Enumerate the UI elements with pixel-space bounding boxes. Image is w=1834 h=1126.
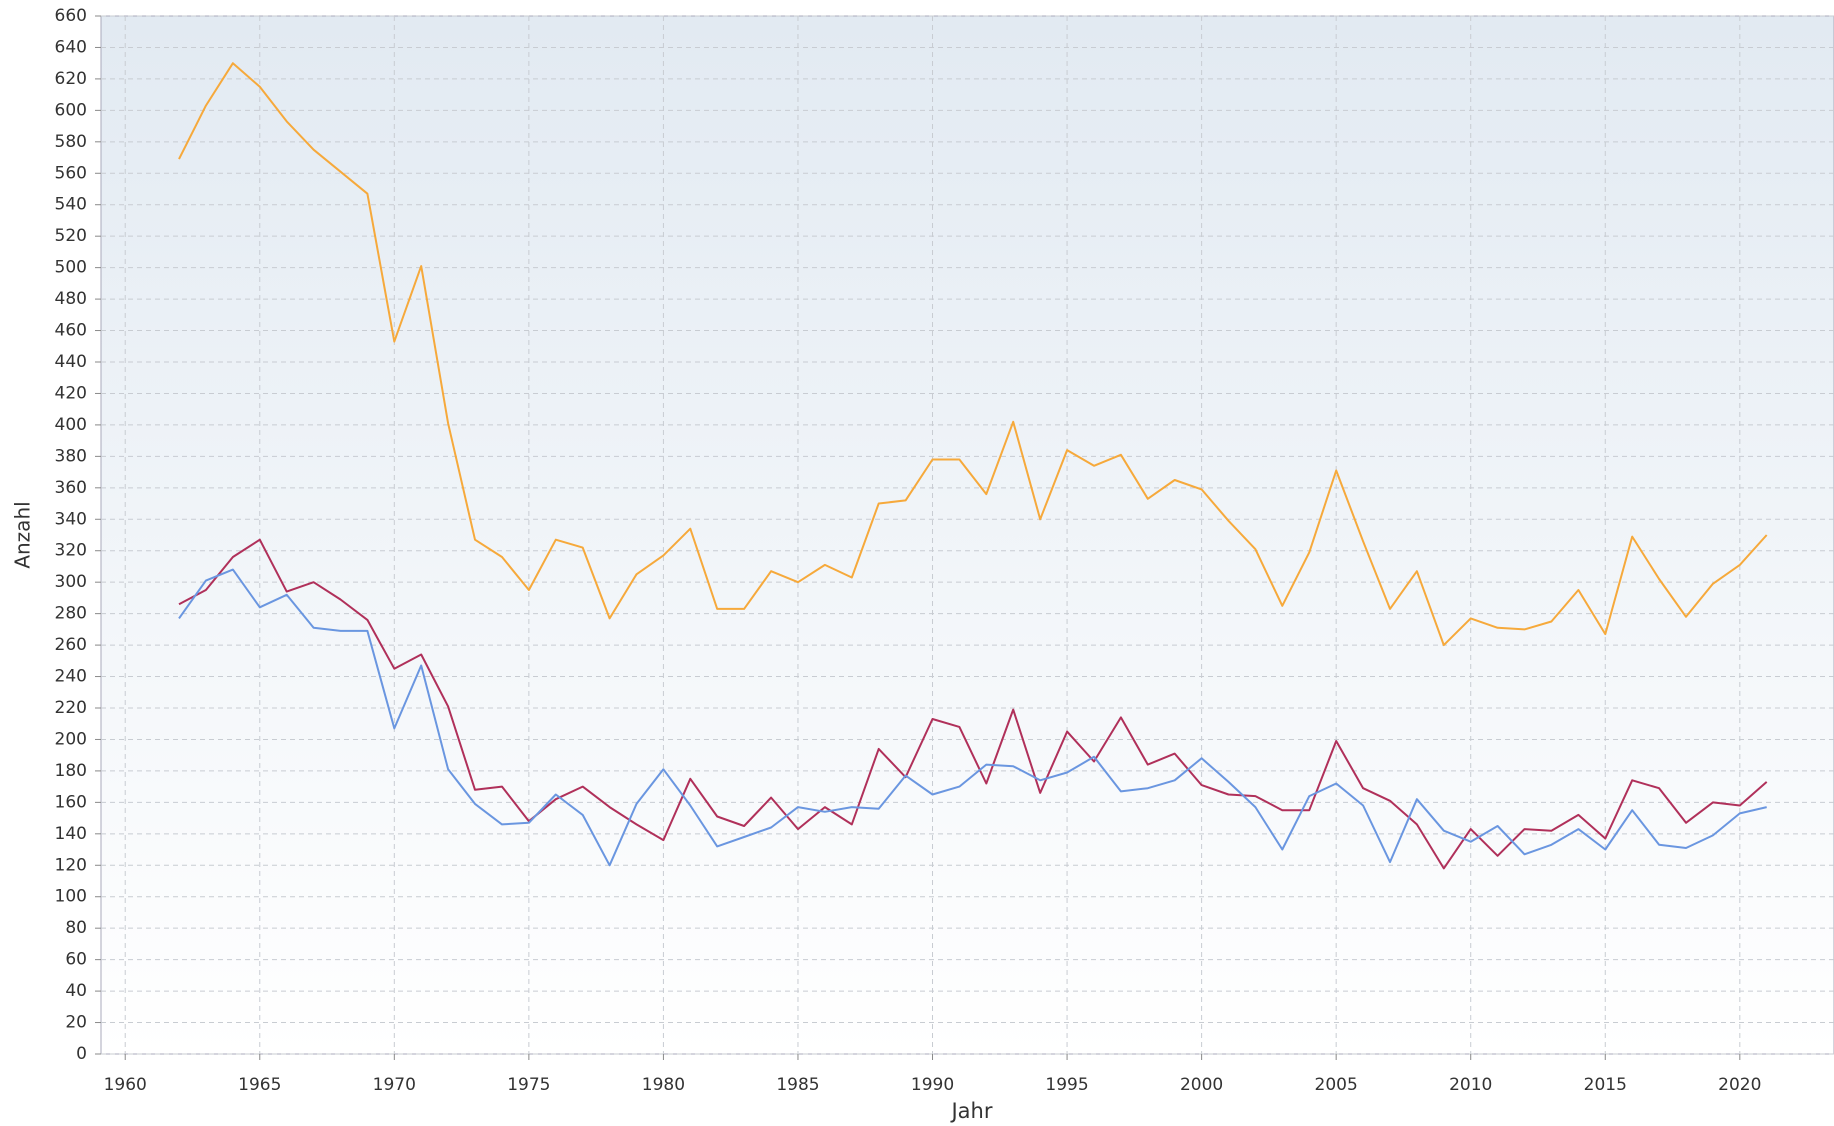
y-tick-label: 520 [55,226,87,246]
y-tick-label: 140 [55,824,87,844]
y-tick-label: 260 [55,635,87,655]
line-series [178,538,1768,870]
y-tick-label: 420 [55,383,87,403]
x-tick-label: 1990 [911,1075,954,1095]
x-tick-label: 2020 [1718,1075,1761,1095]
x-tick-label: 2000 [1180,1075,1223,1095]
y-tick-label: 240 [55,667,87,687]
y-axis-label: Anzahl [11,501,35,568]
y-tick-label: 220 [55,698,87,718]
y-tick-label: 640 [55,37,87,57]
x-tick-label: 1960 [104,1075,147,1095]
y-tick-label: 480 [55,289,87,309]
y-tick-label: 300 [55,572,87,592]
y-tick-label: 540 [55,195,87,215]
y-tick-label: 360 [55,478,87,498]
y-tick-label: 340 [55,509,87,529]
x-tick-label: 1965 [238,1075,281,1095]
x-tick-label: 2015 [1584,1075,1627,1095]
y-tick-label: 580 [55,132,87,152]
x-axis-label: Jahr [949,1099,992,1123]
y-tick-label: 560 [55,163,87,183]
x-tick-label: 2010 [1449,1075,1492,1095]
y-tick-label: 60 [65,950,87,970]
x-tick-label: 1985 [776,1075,819,1095]
y-tick-label: 200 [55,729,87,749]
y-tick-label: 500 [55,258,87,278]
y-tick-label: 120 [55,855,87,875]
y-tick-label: 180 [55,761,87,781]
y-tick-label: 40 [65,981,87,1001]
y-tick-label: 620 [55,69,87,89]
y-tick-label: 100 [55,887,87,907]
x-tick-label: 1970 [373,1075,416,1095]
y-tick-label: 280 [55,604,87,624]
y-tick-label: 460 [55,321,87,341]
y-tick-label: 380 [55,446,87,466]
plot-area [100,15,1834,1055]
y-tick-label: 20 [65,1013,87,1033]
y-tick-label: 600 [55,100,87,120]
x-tick-label: 1975 [507,1075,550,1095]
y-tick-label: 440 [55,352,87,372]
y-tick-label: 320 [55,541,87,561]
x-tick-label: 1980 [642,1075,685,1095]
y-tick-label: 0 [76,1044,87,1064]
x-tick-label: 1995 [1045,1075,1088,1095]
x-tick-label: 2005 [1315,1075,1358,1095]
line-series [178,62,1768,647]
y-tick-label: 400 [55,415,87,435]
y-tick-label: 80 [65,918,87,938]
line-series [178,568,1767,867]
y-tick-label: 660 [55,6,87,26]
y-tick-label: 160 [55,792,87,812]
